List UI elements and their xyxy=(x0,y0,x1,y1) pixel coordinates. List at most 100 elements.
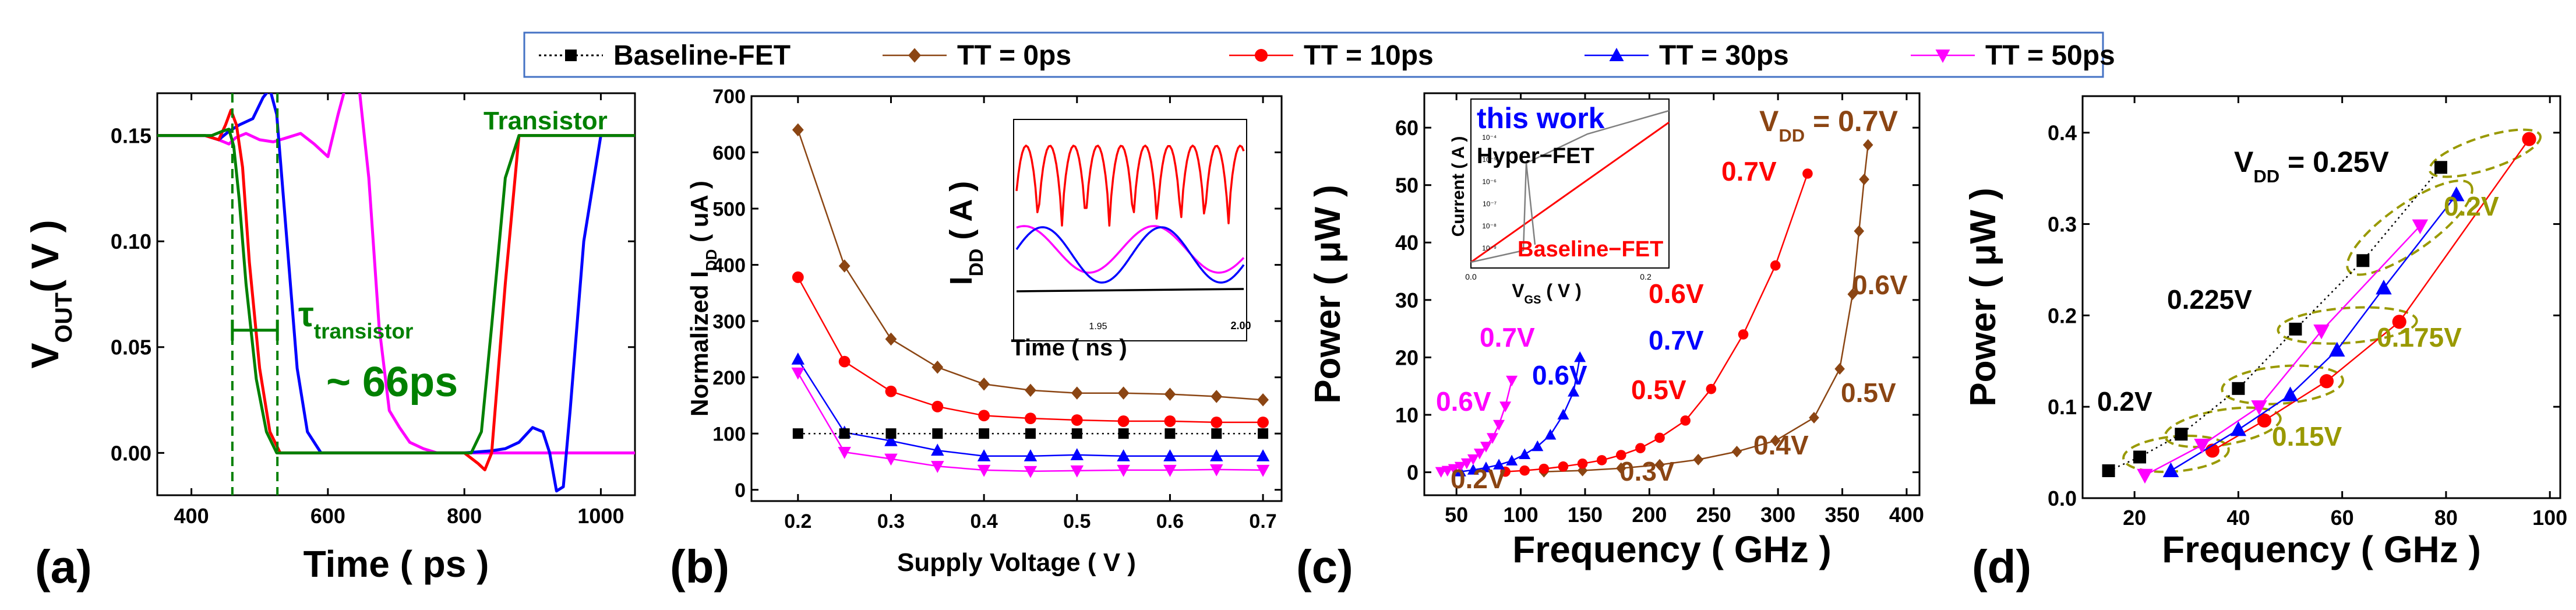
data-point xyxy=(792,123,804,137)
voltage-annotation: 0.175V xyxy=(2377,322,2462,352)
data-point xyxy=(2251,400,2267,415)
vdd-group-ellipse xyxy=(2221,364,2344,406)
data-point xyxy=(2412,219,2429,234)
vdd-annotation-part: V xyxy=(1759,105,1779,137)
data-point xyxy=(1558,461,1569,472)
data-point xyxy=(1024,449,1038,461)
transistor-label: Transistor xyxy=(484,107,608,135)
data-point xyxy=(1070,465,1084,478)
data-point xyxy=(1071,414,1083,426)
series-line-green xyxy=(157,128,635,454)
voltage-annotation: 0.6V xyxy=(1649,278,1704,309)
inset-y-label: Current ( A ) xyxy=(1449,136,1468,237)
data-point xyxy=(1680,415,1691,426)
plot-frame xyxy=(156,92,636,496)
data-point xyxy=(2319,374,2334,389)
y-axis-label: Power ( μW ) xyxy=(1963,188,2003,406)
legend-label: TT = 50ps xyxy=(1985,40,2115,71)
data-point xyxy=(2230,421,2247,436)
inset-wave-blue xyxy=(1015,226,1245,284)
data-point xyxy=(1802,168,1813,179)
y-tick-label: 0.3 xyxy=(2048,213,2077,237)
inset-x-label-part: V xyxy=(1512,280,1525,301)
x-tick-label: 0.4 xyxy=(970,510,997,533)
inset-x-label-part: GS xyxy=(1525,294,1541,306)
y-tick-label: 100 xyxy=(712,423,746,445)
data-point xyxy=(2162,462,2179,477)
data-point xyxy=(1467,454,1479,466)
data-point xyxy=(1499,401,1512,412)
data-point xyxy=(1257,416,1269,428)
data-point xyxy=(1448,464,1460,475)
panel-d: 20 40 60 80 100 0.0 0.1 0.2 0.3 0.4 VDD = 0.25V 0.2… xyxy=(1963,95,2567,593)
y-axis-label: VOUT( V ) xyxy=(23,220,77,368)
data-point xyxy=(1024,466,1038,478)
data-point xyxy=(1480,442,1492,453)
data-point xyxy=(1493,419,1505,431)
data-point xyxy=(1473,449,1485,460)
data-point xyxy=(2289,322,2302,336)
data-point xyxy=(1487,433,1499,444)
x-tick-label: 100 xyxy=(1504,503,1538,527)
x-tick-label: 300 xyxy=(1760,503,1795,527)
data-point xyxy=(1693,453,1704,466)
data-point xyxy=(2282,386,2299,401)
y-tick-label: 0.00 xyxy=(111,441,151,465)
data-point xyxy=(792,428,803,439)
legend-frame xyxy=(523,31,2104,78)
y-tick-label: 0.0 xyxy=(2048,486,2077,510)
data-point xyxy=(885,385,897,397)
data-point xyxy=(1596,455,1607,466)
data-point xyxy=(2522,132,2536,146)
y-axis-label-part: ( uA ) xyxy=(686,181,713,249)
series-line-red xyxy=(157,108,635,471)
inset-baseline-label: Baseline−FET xyxy=(1518,237,1663,262)
inset-x-label-part: ( V ) xyxy=(1541,280,1581,301)
data-point xyxy=(1538,463,1550,474)
legend-marker xyxy=(1255,49,1268,62)
vdd-group-ellipse xyxy=(2428,128,2542,178)
legend-marker xyxy=(908,48,921,63)
data-point xyxy=(1557,408,1569,419)
y-axis-label-part: V xyxy=(23,343,66,369)
x-tick-label: 20 xyxy=(2123,506,2146,530)
panel-label: (c) xyxy=(1296,541,1353,593)
panel-b: 0.2 0.3 0.4 0.5 0.6 0.7 0 100 200 300 400 500 600 700… xyxy=(670,86,1283,593)
data-point xyxy=(1164,415,1176,427)
voltage-annotation: 0.6V xyxy=(1532,360,1587,390)
y-axis-label-part: DD xyxy=(703,249,720,271)
delay-value-label: ~ 66ps xyxy=(326,359,458,406)
panel-label: (d) xyxy=(1972,541,2031,593)
data-point xyxy=(977,449,991,461)
data-point xyxy=(931,461,944,473)
data-point xyxy=(2448,186,2465,202)
data-point xyxy=(1211,390,1223,403)
y-axis-label-part: Normalized I xyxy=(686,271,713,417)
data-point xyxy=(2102,464,2115,477)
panel-a-series xyxy=(157,93,635,493)
y-tick-label: 200 xyxy=(712,367,746,389)
data-point xyxy=(791,352,805,365)
x-tick-label: 150 xyxy=(1568,503,1603,527)
inset-y-label-part: ( A ) xyxy=(944,181,979,249)
data-point xyxy=(1847,288,1858,300)
data-point xyxy=(1480,461,1492,473)
voltage-annotation: 0.2V xyxy=(2097,386,2152,417)
panel-a: 400 600 800 1000 0.00 0.05 0.10 0.15 Transistor τ… xyxy=(23,92,636,593)
legend-marker xyxy=(1609,48,1624,61)
series-line-blue xyxy=(157,93,635,493)
y-axis-label: Normalized IDD ( uA ) xyxy=(686,181,720,417)
data-point xyxy=(978,410,990,422)
data-point xyxy=(1506,375,1518,387)
inset-y-tick: 10⁻⁴ xyxy=(1482,133,1497,142)
vdd-annotation-part: DD xyxy=(1779,125,1805,146)
data-point xyxy=(1118,428,1129,439)
data-point xyxy=(1165,428,1176,439)
data-point xyxy=(2356,254,2370,267)
y-axis-label-part: ( V ) xyxy=(23,220,66,292)
data-point xyxy=(838,355,851,368)
data-point xyxy=(1544,429,1557,440)
y-tick-label: 0.4 xyxy=(2048,121,2077,145)
data-point xyxy=(977,464,991,477)
